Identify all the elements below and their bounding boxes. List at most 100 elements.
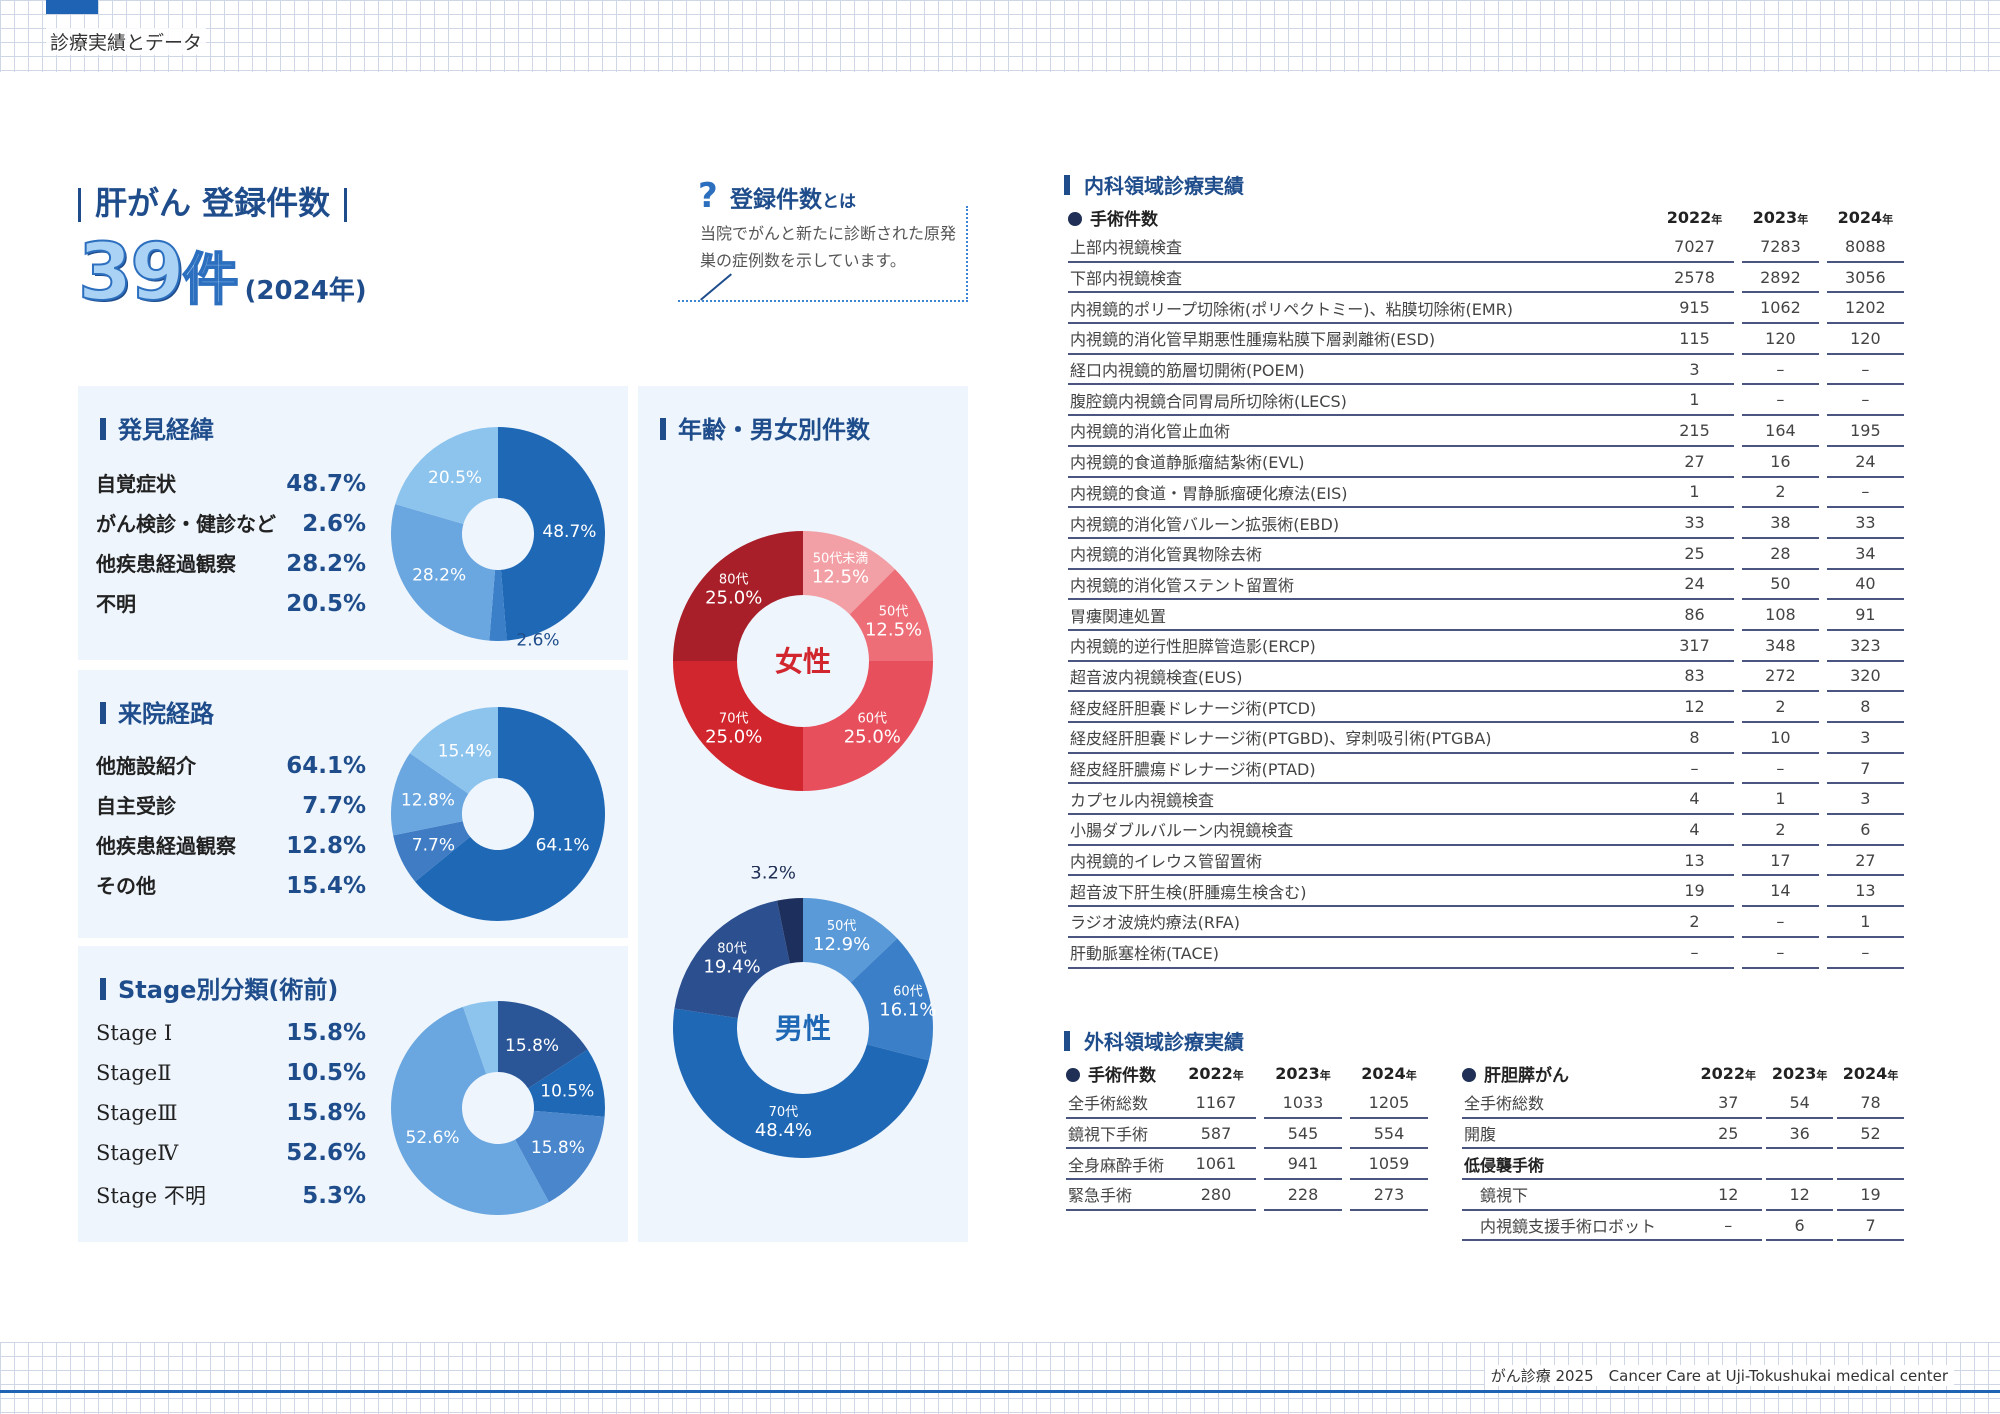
row-value: 91 <box>1826 600 1904 631</box>
row-value: 8 <box>1654 723 1735 754</box>
row-value: 12 <box>1766 1180 1834 1211</box>
row-value: – <box>1741 938 1820 969</box>
donut-slice <box>415 707 605 921</box>
slice-value-label: 19.4% <box>703 956 760 977</box>
row-value: 14 <box>1741 876 1820 908</box>
surgical-overall-table: 手術件数 2022年 2023年 2024年 全手術総数 1167 1033 1205… <box>1066 1058 1428 1211</box>
row-value: 2 <box>1654 907 1735 938</box>
male-donut-chart: 50代12.9%60代16.1%70代48.4%80代19.4%90代3.2%男… <box>673 866 936 1158</box>
row-value: 6 <box>1766 1211 1834 1242</box>
row-value: – <box>1741 754 1820 785</box>
row-label: 鏡視下 <box>1462 1180 1695 1211</box>
slice-category-label: 80代 <box>717 941 747 956</box>
donut-slice <box>489 569 507 641</box>
slice-value-label: 2.6% <box>516 631 559 651</box>
donut-center-label: 女性 <box>775 645 831 678</box>
row-label: 経皮経肝胆嚢ドレナージ術(PTGBD)、穿刺吸引術(PTGBA) <box>1068 723 1655 754</box>
row-value: 587 <box>1176 1119 1256 1150</box>
slice-value-label: 15.8% <box>505 1036 559 1056</box>
row-value: 108 <box>1741 600 1820 631</box>
row-value: – <box>1741 385 1820 417</box>
table-row: 内視鏡的消化管バルーン拡張術(EBD) 33 38 33 <box>1068 508 1904 539</box>
row-value: 1202 <box>1826 293 1904 325</box>
table-row: 上部内視鏡検査 7027 7283 8088 <box>1068 232 1904 263</box>
donut-slice <box>803 531 895 615</box>
table-row: 内視鏡的食道静脈瘤結紮術(EVL) 27 16 24 <box>1068 447 1904 478</box>
row-value: 323 <box>1826 631 1904 662</box>
row-value: 13 <box>1654 846 1735 877</box>
row-value: 17 <box>1741 846 1820 877</box>
row-value: 915 <box>1654 293 1735 325</box>
row-value: – <box>1826 385 1904 417</box>
row-value: 78 <box>1837 1088 1904 1119</box>
slice-value-label: 48.4% <box>755 1120 812 1141</box>
row-label: 経口内視鏡的筋層切開術(POEM) <box>1068 355 1655 386</box>
table-row: 開腹 25 36 52 <box>1462 1119 1904 1150</box>
surgical-section-title: 外科領域診療実績 <box>1064 1026 1244 1055</box>
slice-category-label: 70代 <box>769 1105 799 1120</box>
table-row: 低侵襲手術 <box>1462 1149 1904 1181</box>
row-value: 280 <box>1176 1180 1256 1211</box>
row-label: 内視鏡的食道静脈瘤結紮術(EVL) <box>1068 447 1655 478</box>
row-value: 317 <box>1654 631 1735 662</box>
table-row: 内視鏡的イレウス管留置術 13 17 27 <box>1068 846 1904 877</box>
row-value: 1205 <box>1350 1088 1428 1119</box>
slice-value-label: 15.4% <box>438 742 492 762</box>
row-value: 348 <box>1741 631 1820 662</box>
row-value: 120 <box>1826 324 1904 355</box>
legend-row: その他 15.4% <box>96 873 366 899</box>
table-row: 肝動脈塞栓術(TACE) – – – <box>1068 938 1904 969</box>
question-icon: ? <box>698 176 718 216</box>
stage-legend: Stage Ⅰ 15.8% StageⅡ 10.5% StageⅢ 15.8% Sta… <box>96 1020 366 1220</box>
row-value <box>1694 1149 1763 1181</box>
legend-row: StageⅣ 52.6% <box>96 1140 366 1166</box>
donut-slice <box>391 753 469 836</box>
row-value: 86 <box>1654 600 1735 631</box>
donut-slice <box>674 900 790 1019</box>
row-value: 1 <box>1654 385 1735 417</box>
table-row: 内視鏡支援手術ロボット –6 7 <box>1462 1211 1904 1242</box>
slice-value-label: 25.0% <box>844 726 901 747</box>
row-value: 38 <box>1741 508 1820 539</box>
donut-slice <box>393 821 471 882</box>
row-value: 25 <box>1694 1119 1763 1150</box>
row-value: – <box>1694 1211 1763 1242</box>
row-label: 経皮経肝膿瘍ドレナージ術(PTAD) <box>1068 754 1655 785</box>
table-row: 経皮経肝膿瘍ドレナージ術(PTAD) – –7 <box>1068 754 1904 785</box>
slice-value-label: 28.2% <box>412 566 466 586</box>
row-value: 215 <box>1654 416 1735 447</box>
legend-row: 自覚症状 48.7% <box>96 471 366 497</box>
table-row: 小腸ダブルバルーン内視鏡検査 4 2 6 <box>1068 815 1904 846</box>
row-value: 16 <box>1741 447 1820 478</box>
table-row: 下部内視鏡検査 2578 2892 3056 <box>1068 263 1904 294</box>
age-sex-panel-title: 年齢・男女別件数 <box>660 410 870 445</box>
legend-row: がん検診・健診など 2.6% <box>96 511 366 537</box>
row-value: – <box>1826 938 1904 969</box>
row-value: 40 <box>1826 570 1904 601</box>
row-value: 1062 <box>1741 293 1820 325</box>
row-value: 1167 <box>1176 1088 1256 1119</box>
row-value: 7 <box>1837 1211 1904 1242</box>
female-donut-chart: 50代未満12.5%50代12.5%60代25.0%70代25.0%80代25.… <box>673 531 933 791</box>
row-label: 下部内視鏡検査 <box>1068 263 1655 294</box>
row-label: 腹腔鏡内視鏡合同胃局所切除術(LECS) <box>1068 385 1655 417</box>
donut-slice <box>463 1001 498 1074</box>
row-value: 1 <box>1654 478 1735 509</box>
row-label: 小腸ダブルバルーン内視鏡検査 <box>1068 815 1655 846</box>
table-row: 全身麻酔手術 1061 941 1059 <box>1066 1149 1428 1181</box>
slice-value-label: 12.5% <box>865 619 922 640</box>
donut-slice <box>803 661 933 791</box>
table-row: 内視鏡的消化管ステント留置術 24 50 40 <box>1068 570 1904 601</box>
discovery-legend: 自覚症状 48.7% がん検診・健診など 2.6% 他疾患経過観察 28.2% 不明 2… <box>96 468 366 628</box>
discovery-panel: 発見経緯 自覚症状 48.7% がん検診・健診など 2.6% 他疾患経過観察 28.2… <box>78 386 628 660</box>
row-label: 超音波内視鏡検査(EUS) <box>1068 662 1655 693</box>
slice-value-label: 5.3% <box>479 984 522 986</box>
row-label: 内視鏡的逆行性胆膵管造影(ERCP) <box>1068 631 1655 662</box>
row-value: 4 <box>1654 784 1735 816</box>
row-value: – <box>1654 938 1735 969</box>
table-row: 緊急手術 280 228 273 <box>1066 1180 1428 1211</box>
row-label: 緊急手術 <box>1066 1180 1176 1211</box>
row-value: 2892 <box>1741 263 1820 294</box>
row-value: 27 <box>1826 846 1904 877</box>
footer-text: がん診療 2025 Cancer Care at Uji-Tokushukai … <box>1484 1365 1954 1386</box>
